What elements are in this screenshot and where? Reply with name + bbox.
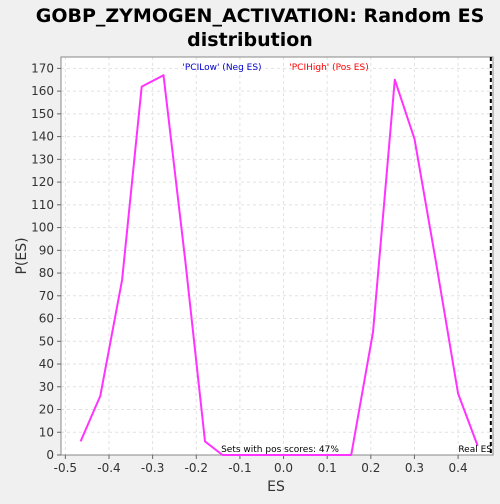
- y-tick-label: 50: [39, 334, 54, 348]
- y-tick-label: 90: [39, 243, 54, 257]
- grid: [61, 57, 493, 456]
- neg-es-label: 'PCILow' (Neg ES): [182, 63, 261, 73]
- y-tick-label: 70: [39, 289, 54, 303]
- y-tick-label: 20: [39, 403, 54, 417]
- y-axis-label: P(ES): [14, 237, 30, 274]
- y-tick-label: 30: [39, 380, 54, 394]
- x-axis-label: ES: [267, 479, 285, 495]
- es-distribution-line: [79, 74, 479, 456]
- y-tick-label: 40: [39, 357, 54, 371]
- x-tick-label: -0.1: [228, 461, 251, 475]
- y-tick-label: 110: [31, 198, 54, 212]
- real-es-label: Real ES: [458, 445, 492, 455]
- x-tick-label: 0.1: [318, 461, 337, 475]
- y-tick-label: 120: [31, 175, 54, 189]
- y-tick-label: 160: [31, 84, 54, 98]
- annotations: GOBP_ZYMOGEN_ACTIVATION: Random ES distr…: [14, 5, 492, 495]
- axes: -0.5 -0.4 -0.3 -0.2 -0.1 0.0 0.1 0.2 0.3 0.4 0 10 20…: [31, 56, 494, 475]
- y-tick-label: 130: [31, 152, 54, 166]
- y-tick-label: 170: [31, 61, 54, 75]
- x-tick-label: 0.3: [405, 461, 424, 475]
- x-tick-label: -0.3: [141, 461, 164, 475]
- y-tick-label: 100: [31, 221, 54, 235]
- series: [79, 57, 492, 456]
- x-tick-label: 0.4: [449, 461, 468, 475]
- x-tick-label: -0.5: [54, 461, 77, 475]
- chart-title-line-1: GOBP_ZYMOGEN_ACTIVATION: Random ES: [36, 5, 485, 27]
- x-tick-label: 0.0: [274, 461, 293, 475]
- y-tick-label: 150: [31, 107, 54, 121]
- y-tick-label: 140: [31, 130, 54, 144]
- plot-area: [61, 57, 493, 455]
- y-tick-label: 80: [39, 266, 54, 280]
- y-tick-label: 60: [39, 312, 54, 326]
- y-tick-label: 10: [39, 425, 54, 439]
- x-tick-label: 0.2: [361, 461, 380, 475]
- chart-title-line-2: distribution: [187, 29, 313, 51]
- x-tick-label: -0.2: [185, 461, 208, 475]
- y-tick-label: 0: [46, 448, 54, 462]
- x-tick-label: -0.4: [97, 461, 120, 475]
- sets-pos-scores-label: Sets with pos scores: 47%: [221, 445, 339, 455]
- pos-es-label: 'PCIHigh' (Pos ES): [289, 63, 368, 73]
